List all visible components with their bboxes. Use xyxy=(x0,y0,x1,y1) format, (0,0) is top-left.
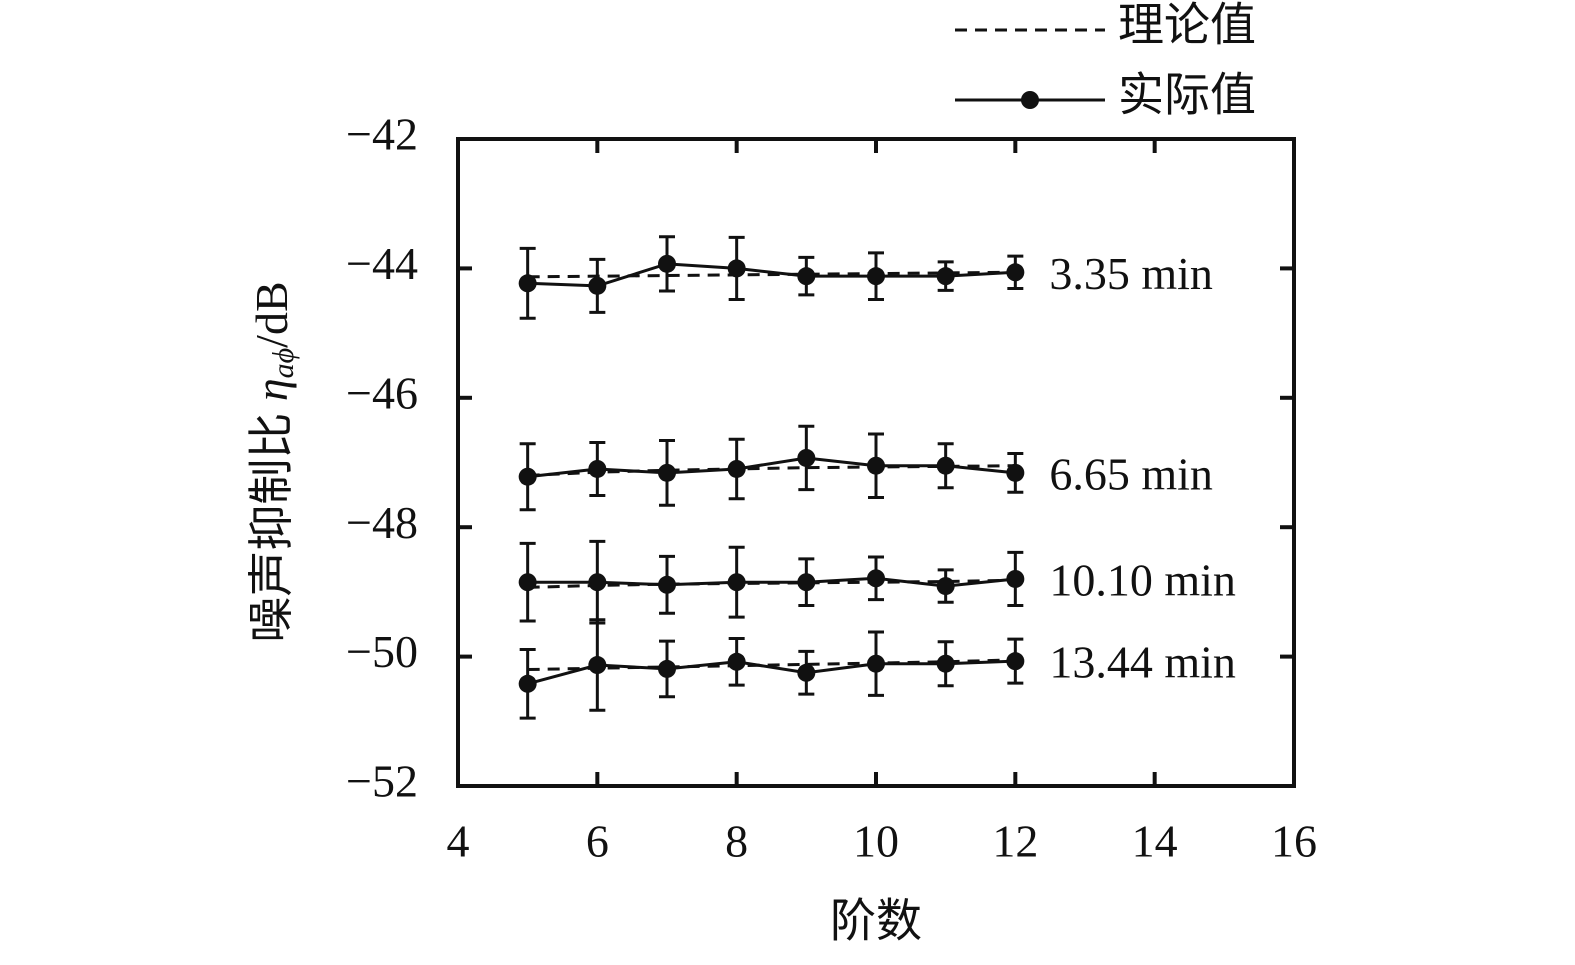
x-tick-label: 4 xyxy=(447,816,470,867)
y-axis-title: 噪声抑制比 ηaϕ/dB xyxy=(246,281,300,642)
point xyxy=(867,456,885,475)
point xyxy=(1006,263,1025,282)
point xyxy=(727,652,746,671)
legend-actual-label: 实际值 xyxy=(1118,70,1256,121)
point xyxy=(588,459,607,478)
x-tick-label: 14 xyxy=(1132,816,1178,867)
point xyxy=(588,276,607,295)
series-label: 3.35 min xyxy=(1049,248,1213,299)
y-tick-label: −50 xyxy=(346,626,418,677)
point xyxy=(936,456,955,475)
point xyxy=(936,267,955,286)
y-axis-title-unit: /dB xyxy=(246,281,297,347)
point xyxy=(727,573,746,592)
y-tick-label: −42 xyxy=(346,109,418,160)
point xyxy=(518,274,537,293)
point xyxy=(1006,569,1025,588)
y-tick-label: −44 xyxy=(346,238,418,289)
point xyxy=(936,577,955,596)
point xyxy=(658,659,676,678)
point xyxy=(658,463,676,482)
point xyxy=(797,267,816,286)
point xyxy=(867,267,885,286)
y-tick-label: −46 xyxy=(346,367,418,418)
actual-line xyxy=(527,576,1016,588)
x-axis-title: 阶数 xyxy=(830,896,922,947)
y-tick-label: −48 xyxy=(346,497,418,548)
point xyxy=(518,467,537,486)
point xyxy=(1006,463,1025,482)
y-axis-title-symbol: η xyxy=(246,378,297,401)
point xyxy=(867,654,885,673)
series-label: 10.10 min xyxy=(1049,555,1236,606)
point xyxy=(727,259,746,278)
x-tick-label: 12 xyxy=(992,816,1038,867)
x-tick-label: 10 xyxy=(853,816,899,867)
point xyxy=(658,254,676,273)
legend-actual-marker xyxy=(1021,91,1039,109)
y-axis-title-sub: aϕ xyxy=(267,348,300,379)
series-label: 6.65 min xyxy=(1049,448,1213,499)
x-tick-label: 8 xyxy=(725,816,748,867)
point xyxy=(727,459,746,478)
point xyxy=(797,573,816,592)
point xyxy=(797,663,816,682)
point xyxy=(518,674,537,693)
y-axis-title-main: 噪声抑制比 xyxy=(246,401,297,643)
y-tick-label: −52 xyxy=(346,756,418,807)
point xyxy=(658,575,676,594)
point xyxy=(1006,652,1025,671)
x-tick-label: 6 xyxy=(586,816,609,867)
legend-theory-label: 理论值 xyxy=(1118,0,1256,51)
series-label: 13.44 min xyxy=(1049,637,1236,688)
theory-line xyxy=(527,270,1016,279)
x-tick-label: 16 xyxy=(1271,816,1317,867)
point xyxy=(588,656,607,675)
actual-line xyxy=(527,456,1016,479)
point xyxy=(936,654,955,673)
actual-line xyxy=(527,262,1016,288)
point xyxy=(867,569,885,588)
theory-line xyxy=(527,658,1016,672)
point xyxy=(518,573,537,592)
point xyxy=(588,573,607,592)
actual-line xyxy=(527,659,1016,686)
point xyxy=(797,448,816,467)
